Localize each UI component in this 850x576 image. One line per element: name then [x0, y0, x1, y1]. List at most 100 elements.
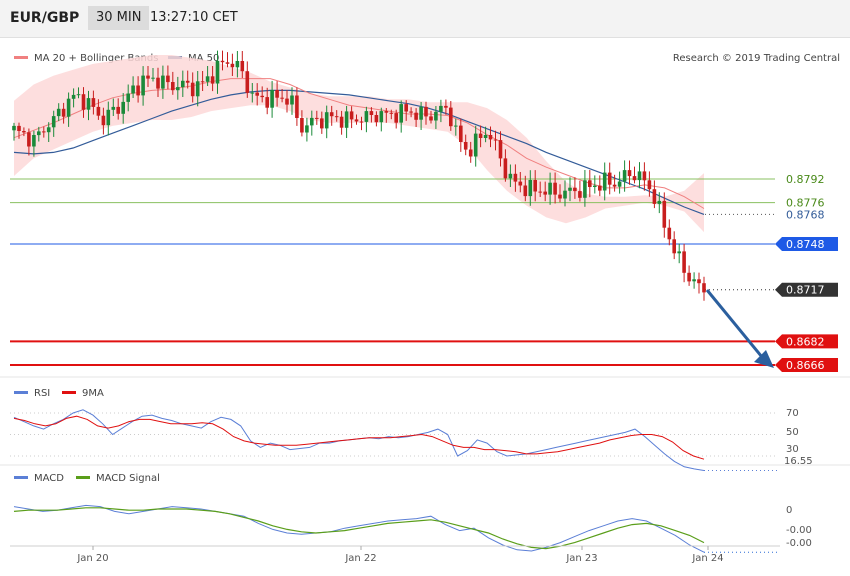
- candle-body: [493, 139, 498, 141]
- macd-tick-neg: -0.00: [786, 525, 812, 536]
- candle-body: [280, 97, 284, 99]
- candle-body: [295, 95, 299, 118]
- candle-body: [379, 111, 384, 123]
- candle-body: [538, 191, 542, 193]
- rsi-legend-swatch: [14, 391, 28, 394]
- candle-body: [151, 77, 155, 79]
- candle-body: [320, 118, 324, 129]
- candle-body: [598, 185, 602, 191]
- price-tag-0.8717: 0.8717: [775, 282, 838, 297]
- candle-body: [478, 133, 483, 138]
- candle-body: [220, 60, 225, 63]
- candle-body: [692, 279, 696, 282]
- rsi-tick-70: 70: [786, 408, 799, 419]
- candle-body: [528, 180, 533, 197]
- candle-body: [449, 107, 453, 127]
- candle-body: [602, 172, 607, 191]
- candle-body: [404, 104, 408, 112]
- candle-body: [260, 95, 264, 98]
- candle-body: [334, 116, 339, 118]
- rsi-tick-50: 50: [786, 427, 799, 438]
- macd-panel: MACD MACD Signal 0 -0.00 -0.00: [13, 473, 812, 553]
- candle-body: [593, 185, 597, 187]
- candle-body: [12, 125, 16, 131]
- price-tag-0.8776: 0.8776: [786, 197, 825, 210]
- macd-tick-0: 0: [786, 505, 792, 516]
- macd-current-value: -0.00: [786, 538, 812, 549]
- candle-body: [250, 92, 255, 94]
- candle-body: [22, 131, 26, 133]
- candle-body: [255, 92, 259, 96]
- candle-body: [622, 170, 627, 182]
- candle-body: [518, 181, 523, 186]
- candle-body: [339, 116, 344, 128]
- candle-body: [190, 82, 195, 97]
- price-tag-0.8682: 0.8682: [775, 334, 838, 348]
- candle-body: [42, 131, 46, 133]
- price-tag-text: 0.8748: [786, 238, 825, 251]
- candle-body: [136, 85, 140, 96]
- candle-body: [677, 251, 681, 254]
- candle-body: [91, 98, 96, 107]
- macd-line: [13, 504, 705, 553]
- macd-legend-swatch: [14, 476, 28, 479]
- candle-body: [86, 98, 91, 110]
- candle-body: [76, 94, 81, 96]
- candle-body: [682, 251, 686, 273]
- candle-body: [384, 111, 389, 113]
- candle-body: [225, 62, 230, 64]
- candle-body: [588, 180, 592, 187]
- rsi-tick-30: 30: [786, 444, 799, 455]
- candle-body: [81, 94, 86, 110]
- price-tag-0.8748: 0.8748: [775, 236, 838, 251]
- candle-body: [290, 95, 294, 105]
- candle-body: [305, 125, 309, 133]
- candle-body: [414, 112, 418, 120]
- candle-body: [463, 142, 468, 150]
- candle-body: [627, 170, 632, 177]
- price-tag-bg: [775, 334, 838, 349]
- candle-body: [578, 191, 582, 198]
- candle-body: [131, 85, 135, 94]
- candle-body: [215, 60, 220, 84]
- ma-bb-legend-label: MA 20 + Bollinger Bands: [34, 53, 158, 64]
- candle-body: [146, 75, 150, 79]
- candle-body: [702, 283, 706, 293]
- candle-body: [419, 106, 423, 120]
- candle-body: [270, 90, 274, 108]
- chart-header: EUR/GBP 30 MIN 13:27:10 CET: [0, 0, 850, 38]
- candle-body: [245, 71, 250, 93]
- candle-body: [359, 121, 364, 123]
- candle-body: [275, 90, 279, 98]
- candle-body: [662, 200, 667, 228]
- candle-body: [409, 111, 413, 113]
- candle-body: [488, 135, 493, 140]
- timeframe-button[interactable]: 30 MIN: [88, 6, 150, 30]
- x-tick-label: Jan 24: [691, 553, 723, 564]
- candle-body: [300, 118, 304, 133]
- x-axis-ticks: Jan 20 Jan 22 Jan 23 Jan 24: [76, 546, 724, 564]
- x-tick-label: Jan 23: [565, 553, 597, 564]
- candle-body: [364, 111, 369, 122]
- candle-body: [176, 87, 180, 91]
- rsi-lines: [13, 409, 780, 471]
- candle-body: [468, 149, 473, 157]
- candle-body: [394, 113, 398, 123]
- bollinger-bands: [14, 55, 704, 233]
- candle-body: [508, 173, 513, 179]
- candle-body: [235, 61, 240, 68]
- candle-body: [657, 200, 662, 204]
- price-tag-0.8666: 0.8666: [775, 358, 838, 372]
- projection-arrow: [705, 289, 774, 368]
- candle-body: [111, 106, 116, 110]
- candle-body: [568, 187, 572, 191]
- candle-body: [483, 135, 488, 138]
- candle-body: [369, 111, 374, 115]
- candle-body: [632, 176, 637, 181]
- x-tick-label: Jan 20: [76, 553, 108, 564]
- candle-body: [96, 106, 101, 116]
- candle-body: [161, 75, 165, 89]
- candle-body: [523, 185, 528, 197]
